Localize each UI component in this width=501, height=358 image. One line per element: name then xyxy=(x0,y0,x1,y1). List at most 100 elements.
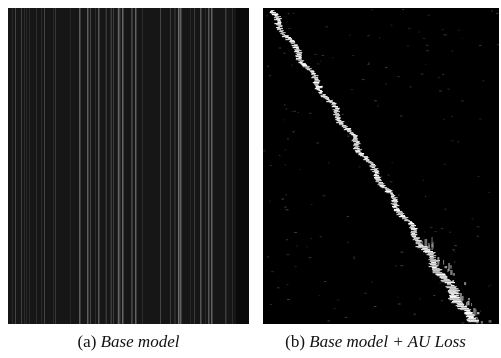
noise-dot xyxy=(367,63,370,65)
diagonal-segment xyxy=(390,193,394,195)
stripe xyxy=(113,8,114,324)
noise-dot xyxy=(337,107,341,109)
noise-dot xyxy=(287,299,290,301)
diagonal-segment xyxy=(430,264,437,266)
noise-dot xyxy=(341,114,344,115)
stripe xyxy=(200,8,202,324)
diagonal-segment xyxy=(402,217,409,219)
diagonal-spread xyxy=(444,266,448,269)
diagonal-segment xyxy=(312,76,316,78)
noise-dot xyxy=(425,196,427,197)
noise-dot xyxy=(353,256,356,258)
noise-dot xyxy=(422,179,425,181)
diagonal-segment xyxy=(457,308,470,310)
noise-dot xyxy=(426,50,429,52)
stripe xyxy=(29,8,30,324)
noise-dot xyxy=(284,149,287,151)
noise-dot xyxy=(283,104,286,106)
noise-dot xyxy=(391,162,394,164)
diagonal-segment xyxy=(326,99,330,101)
noise-dot xyxy=(325,26,329,28)
diagonal-segment xyxy=(274,16,281,18)
diagonal-segment xyxy=(435,273,445,275)
noise-dot xyxy=(439,90,442,92)
noise-dot xyxy=(394,265,398,267)
diagonal-segment xyxy=(315,87,323,89)
diagonal-segment xyxy=(339,124,344,126)
diagonal-spread xyxy=(468,298,470,301)
diagonal-segment xyxy=(441,278,448,280)
stripe xyxy=(87,8,89,324)
diagonal-segment xyxy=(421,249,431,251)
noise-dot xyxy=(318,294,320,296)
diagonal-segment xyxy=(368,162,374,164)
stripe xyxy=(105,8,106,324)
diagonal-segment xyxy=(391,198,396,200)
noise-dot xyxy=(364,292,367,294)
diagonal-segment xyxy=(335,116,339,118)
noise-dot xyxy=(368,62,370,64)
diagonal-spread xyxy=(424,239,428,247)
diagonal-segment xyxy=(314,78,318,80)
noise-dot xyxy=(266,256,269,258)
diagonal-segment xyxy=(374,168,379,170)
attention-map-base-model xyxy=(8,8,249,324)
noise-dot xyxy=(390,24,393,26)
noise-dot xyxy=(292,12,295,14)
diagonal-segment xyxy=(281,36,289,38)
noise-dot xyxy=(496,12,499,14)
diagonal-segment xyxy=(353,138,358,140)
diagonal-segment xyxy=(349,133,354,135)
diagonal-segment xyxy=(446,287,456,289)
diagonal-segment xyxy=(310,72,315,74)
diagonal-segment xyxy=(391,201,399,203)
diagonal-segment xyxy=(343,127,347,129)
diagonal-segment xyxy=(352,139,358,141)
noise-dot xyxy=(269,200,271,202)
caption-title: Base model xyxy=(100,332,180,351)
diagonal-segment xyxy=(409,227,415,229)
noise-dot xyxy=(427,14,431,16)
diagonal-segment xyxy=(449,295,459,297)
stripe xyxy=(174,8,175,324)
noise-dot xyxy=(408,27,411,29)
stripe xyxy=(205,8,206,324)
diagonal-segment xyxy=(411,229,417,231)
diagonal-segment xyxy=(296,52,303,54)
noise-dot xyxy=(399,115,403,117)
noise-dot xyxy=(278,47,281,49)
noise-dot xyxy=(311,204,313,205)
diagonal-segment xyxy=(392,206,397,208)
noise-dot xyxy=(422,38,426,40)
diagonal-segment xyxy=(444,282,455,284)
diagonal-segment xyxy=(432,270,441,272)
noise-dot xyxy=(296,245,298,247)
diagonal-segment xyxy=(377,184,384,186)
diagonal-segment xyxy=(428,259,437,261)
noise-dot xyxy=(454,245,457,247)
diagonal-segment xyxy=(279,30,284,32)
diagonal-segment xyxy=(312,82,320,84)
diagonal-segment xyxy=(363,159,370,161)
noise-dot xyxy=(400,265,404,267)
noise-dot xyxy=(379,37,381,39)
noise-dot xyxy=(441,29,444,31)
stripe xyxy=(21,8,22,324)
diagonal-segment xyxy=(385,189,391,191)
diagonal-segment xyxy=(448,292,458,294)
diagonal-segment xyxy=(415,243,422,245)
diagonal-segment xyxy=(295,53,302,55)
diagonal-segment xyxy=(298,60,305,62)
noise-dot xyxy=(367,35,370,37)
noise-dot xyxy=(423,231,425,233)
diagonal-spread xyxy=(459,293,462,301)
diagonal-segment xyxy=(428,253,435,255)
diagonal-segment xyxy=(306,69,311,71)
noise-dot xyxy=(434,231,438,232)
diagonal-segment xyxy=(393,209,400,211)
noise-dot xyxy=(373,306,377,307)
noise-dot xyxy=(286,254,290,256)
noise-dot xyxy=(461,37,463,39)
background-noise xyxy=(263,9,499,324)
diagonal-segment xyxy=(319,93,323,95)
